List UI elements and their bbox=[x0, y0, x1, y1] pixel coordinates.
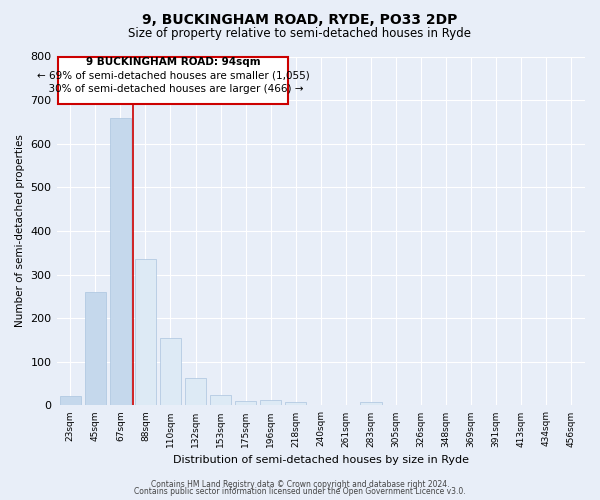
Bar bbox=[185, 378, 206, 406]
Text: ← 69% of semi-detached houses are smaller (1,055): ← 69% of semi-detached houses are smalle… bbox=[37, 70, 310, 81]
FancyBboxPatch shape bbox=[58, 56, 288, 104]
Text: 9 BUCKINGHAM ROAD: 94sqm: 9 BUCKINGHAM ROAD: 94sqm bbox=[86, 57, 260, 67]
Text: Contains HM Land Registry data © Crown copyright and database right 2024.: Contains HM Land Registry data © Crown c… bbox=[151, 480, 449, 489]
Bar bbox=[160, 338, 181, 406]
Bar bbox=[260, 400, 281, 406]
Bar bbox=[135, 260, 156, 406]
Text: Size of property relative to semi-detached houses in Ryde: Size of property relative to semi-detach… bbox=[128, 28, 472, 40]
Text: 9, BUCKINGHAM ROAD, RYDE, PO33 2DP: 9, BUCKINGHAM ROAD, RYDE, PO33 2DP bbox=[142, 12, 458, 26]
Bar bbox=[110, 118, 131, 406]
Bar bbox=[235, 401, 256, 406]
X-axis label: Distribution of semi-detached houses by size in Ryde: Distribution of semi-detached houses by … bbox=[173, 455, 469, 465]
Bar bbox=[85, 292, 106, 406]
Text: 30% of semi-detached houses are larger (466) →: 30% of semi-detached houses are larger (… bbox=[42, 84, 304, 94]
Bar bbox=[285, 402, 307, 406]
Bar bbox=[210, 394, 231, 406]
Bar bbox=[360, 402, 382, 406]
Y-axis label: Number of semi-detached properties: Number of semi-detached properties bbox=[15, 134, 25, 328]
Text: Contains public sector information licensed under the Open Government Licence v3: Contains public sector information licen… bbox=[134, 487, 466, 496]
Bar bbox=[59, 396, 81, 406]
